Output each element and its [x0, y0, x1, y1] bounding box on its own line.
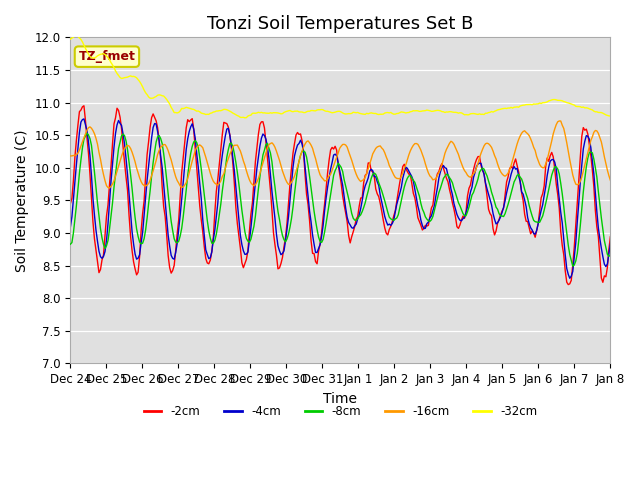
- Line: -4cm: -4cm: [70, 119, 611, 278]
- -16cm: [247, 180, 255, 186]
- -2cm: [564, 282, 572, 288]
- Line: -2cm: -2cm: [70, 106, 611, 285]
- -16cm: [134, 170, 142, 176]
- -32cm: [248, 110, 256, 116]
- -4cm: [566, 276, 573, 281]
- -8cm: [256, 174, 264, 180]
- -4cm: [304, 193, 312, 199]
- -8cm: [247, 236, 255, 242]
- -2cm: [134, 269, 142, 275]
- -4cm: [229, 155, 237, 161]
- -8cm: [67, 241, 74, 247]
- -2cm: [304, 202, 312, 207]
- -2cm: [256, 121, 264, 127]
- -32cm: [579, 104, 587, 110]
- -2cm: [67, 201, 74, 206]
- -16cm: [579, 168, 587, 174]
- -4cm: [80, 116, 88, 122]
- -16cm: [256, 171, 264, 177]
- -32cm: [67, 36, 74, 42]
- Line: -16cm: -16cm: [70, 121, 611, 188]
- -2cm: [247, 211, 255, 217]
- -16cm: [106, 185, 113, 191]
- Legend: -2cm, -4cm, -8cm, -16cm, -32cm: -2cm, -4cm, -8cm, -16cm, -32cm: [139, 400, 542, 423]
- -2cm: [80, 103, 88, 108]
- -4cm: [256, 143, 264, 149]
- -32cm: [607, 113, 614, 119]
- -32cm: [229, 110, 237, 116]
- -8cm: [134, 234, 142, 240]
- -8cm: [579, 189, 587, 195]
- -2cm: [607, 234, 614, 240]
- -32cm: [257, 109, 265, 115]
- -2cm: [579, 125, 587, 131]
- -8cm: [229, 144, 237, 149]
- -8cm: [607, 252, 614, 258]
- -4cm: [134, 255, 142, 261]
- -32cm: [134, 77, 142, 83]
- -16cm: [304, 138, 312, 144]
- -16cm: [229, 144, 237, 150]
- -32cm: [72, 33, 80, 38]
- Title: Tonzi Soil Temperatures Set B: Tonzi Soil Temperatures Set B: [207, 15, 474, 33]
- -32cm: [241, 115, 249, 121]
- -16cm: [607, 178, 614, 183]
- -32cm: [306, 108, 314, 114]
- -4cm: [247, 225, 255, 231]
- -4cm: [67, 224, 74, 230]
- -16cm: [556, 118, 563, 124]
- -2cm: [229, 160, 237, 166]
- Line: -8cm: -8cm: [70, 133, 611, 266]
- -16cm: [67, 153, 74, 159]
- Line: -32cm: -32cm: [70, 36, 611, 118]
- -4cm: [579, 146, 587, 152]
- -8cm: [304, 163, 312, 168]
- X-axis label: Time: Time: [323, 392, 357, 406]
- Text: TZ_fmet: TZ_fmet: [79, 50, 136, 63]
- -8cm: [83, 131, 91, 136]
- -4cm: [607, 241, 614, 247]
- -8cm: [569, 263, 577, 269]
- Y-axis label: Soil Temperature (C): Soil Temperature (C): [15, 129, 29, 272]
